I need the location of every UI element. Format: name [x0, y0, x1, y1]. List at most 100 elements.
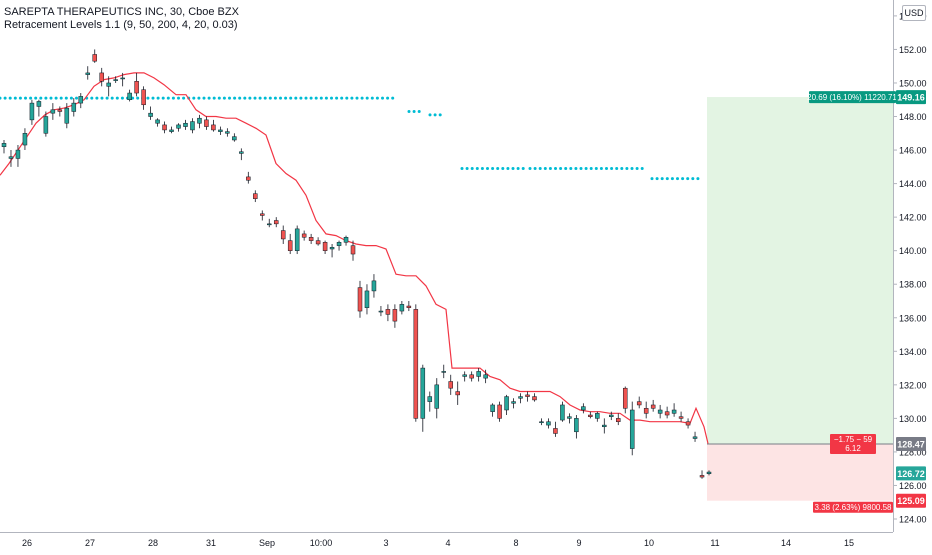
candle: [518, 393, 523, 404]
candle: [336, 240, 342, 251]
candle-body: [406, 305, 412, 308]
candle: [441, 364, 447, 379]
candle: [162, 121, 167, 134]
retracement-dot: [177, 96, 180, 100]
profit-zone: [707, 97, 893, 445]
retracement-dot: [309, 96, 313, 100]
candle: [692, 431, 698, 442]
retracement-level: [407, 109, 421, 113]
x-tick-label: 10: [644, 538, 654, 548]
entry-stat-box: [830, 434, 876, 455]
candle: [85, 66, 91, 80]
retracement-dot: [610, 167, 614, 171]
candle-body: [315, 240, 321, 245]
y-tick-label: 136.00: [899, 313, 927, 323]
candle-body: [385, 309, 391, 315]
candle-body: [643, 408, 649, 414]
entry-price-tag: [896, 437, 926, 452]
retracement-dot: [202, 96, 206, 100]
entry-price-tag-label: 128.47: [897, 440, 925, 450]
retracement-dot: [660, 177, 664, 181]
candle: [616, 413, 621, 426]
retracement-dot: [691, 177, 695, 181]
candle-body: [399, 304, 405, 312]
candle: [64, 103, 70, 129]
candle-body: [420, 367, 426, 419]
candle: [567, 413, 572, 424]
candle: [225, 128, 230, 137]
candle-body: [602, 424, 607, 428]
candle: [239, 148, 244, 161]
candle-body: [609, 414, 614, 417]
candle-body: [169, 129, 174, 132]
candle: [643, 401, 649, 419]
candle: [218, 126, 223, 135]
candle: [315, 237, 321, 246]
retracement-dot: [222, 96, 226, 100]
candle-body: [378, 310, 384, 313]
retracement-dot: [584, 167, 588, 171]
retracement-dot: [407, 109, 411, 113]
candle-body: [553, 428, 558, 434]
retracement-dot: [304, 96, 308, 100]
retracement-dot: [480, 167, 484, 171]
candle: [664, 406, 670, 419]
candle-body: [50, 109, 56, 114]
candle-body: [22, 133, 28, 146]
candle-body: [280, 230, 286, 240]
indicator-label[interactable]: Retracement Levels 1.1 (9, 50, 200, 4, 2…: [4, 19, 238, 31]
candle-body: [273, 220, 279, 225]
retracement-dot: [90, 96, 94, 100]
retracement-dot: [95, 96, 99, 100]
candle: [169, 126, 174, 134]
candle-body: [678, 416, 684, 419]
candle: [706, 470, 712, 476]
y-tick-label: 124.00: [899, 515, 927, 525]
candle: [371, 274, 377, 298]
retracement-dot: [676, 177, 679, 181]
candle-body: [427, 396, 433, 402]
candle-body: [476, 371, 481, 377]
retracement-dot: [279, 96, 282, 100]
retracement-dot: [696, 177, 700, 181]
candle: [280, 225, 286, 244]
retracement-dot: [8, 96, 12, 100]
candle: [636, 396, 642, 409]
retracement-dot: [491, 167, 495, 171]
retracement-dot: [324, 96, 328, 100]
candle: [246, 171, 251, 184]
candle-body: [266, 223, 272, 226]
stop-price-tag: [896, 493, 926, 508]
retracement-dot: [212, 96, 216, 100]
retracement-dot: [559, 167, 563, 171]
candle-body: [106, 82, 111, 87]
retracement-dot: [115, 96, 119, 100]
candle-body: [595, 413, 600, 419]
retracement-dot: [248, 96, 252, 100]
candle-body: [183, 122, 188, 127]
candle: [253, 190, 258, 203]
retracement-dot: [345, 96, 349, 100]
retracement-dot: [330, 96, 333, 100]
symbol-title[interactable]: SAREPTA THERAPEUTICS INC, 30, Cboe BZX: [4, 6, 239, 18]
candle: [392, 304, 398, 328]
candle-body: [211, 124, 216, 131]
candle: [476, 368, 481, 382]
retracement-dot: [635, 167, 639, 171]
retracement-level: [0, 96, 395, 100]
candle: [287, 233, 293, 255]
candle: [127, 89, 132, 102]
retracement-dot: [655, 177, 659, 181]
candle: [183, 119, 188, 130]
currency-badge[interactable]: USD: [902, 5, 926, 21]
retracement-dot: [360, 96, 364, 100]
y-tick-label: 126.00: [899, 481, 927, 491]
retracement-dot: [120, 96, 124, 100]
candle: [260, 210, 265, 221]
retracement-dot: [197, 96, 201, 100]
retracement-dot: [75, 96, 78, 100]
candle: [399, 300, 405, 315]
candle: [581, 403, 586, 414]
